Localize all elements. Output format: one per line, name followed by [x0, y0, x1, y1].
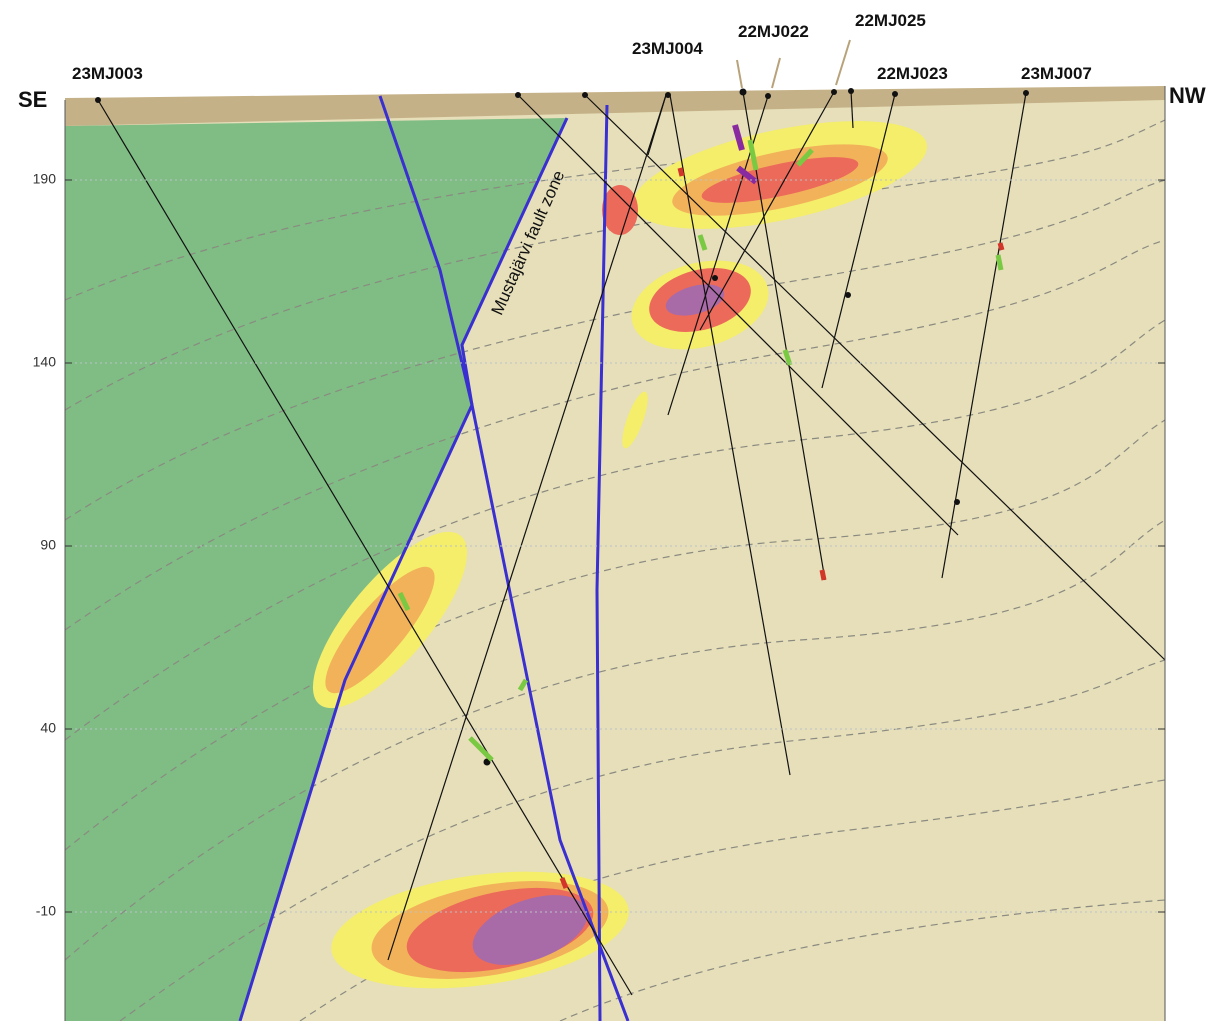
drill-trace [699, 91, 835, 331]
drill-trace [941, 92, 1027, 579]
hole-label: 23MJ007 [1021, 64, 1092, 83]
hole-label: 22MJ023 [877, 64, 948, 83]
drill-trace [517, 94, 959, 536]
assay-intervals [397, 139, 1004, 762]
assay-intervals [559, 167, 1005, 889]
form-line [559, 899, 1166, 1021]
assay-interval [732, 124, 745, 151]
elevation-ticks: 190 140 90 40 -10 [33, 171, 1165, 919]
tick-label: -10 [36, 903, 56, 919]
anomaly-high [602, 185, 638, 235]
drill-trace [742, 91, 826, 581]
anomaly-peak [665, 284, 725, 316]
tick-label: 140 [33, 354, 57, 370]
fault [595, 104, 609, 1021]
drill-trace [584, 94, 1166, 661]
hole-label: 23MJ004 [632, 39, 703, 58]
form-line [119, 659, 1166, 1021]
fault [378, 95, 630, 1021]
drill-trace [647, 94, 667, 156]
hole-label: 22MJ025 [855, 11, 926, 30]
drill-trace [669, 94, 791, 776]
faults [238, 95, 630, 1021]
label-leaders [736, 39, 851, 89]
hole-label: 22MJ022 [738, 22, 809, 41]
drill-trace [821, 93, 896, 389]
tick-label: 190 [33, 171, 57, 187]
form-line [64, 319, 1166, 741]
anomaly-peak [472, 895, 588, 965]
form-line [64, 519, 1166, 961]
green-unit [65, 118, 567, 1021]
overburden [65, 86, 1165, 126]
direction-label: NW [1169, 83, 1206, 108]
direction-label: SE [18, 87, 47, 112]
drill-trace [850, 90, 854, 129]
drill-trace [97, 99, 633, 996]
hole-label: 23MJ003 [72, 64, 143, 83]
form-line [64, 239, 1166, 631]
drill-trace [387, 94, 667, 961]
assay-interval [736, 165, 758, 185]
tick-label: 90 [40, 537, 56, 553]
form-line [64, 419, 1166, 851]
tick-label: 40 [40, 720, 56, 736]
drill-traces [95, 88, 1166, 996]
anomaly-low [622, 391, 648, 449]
